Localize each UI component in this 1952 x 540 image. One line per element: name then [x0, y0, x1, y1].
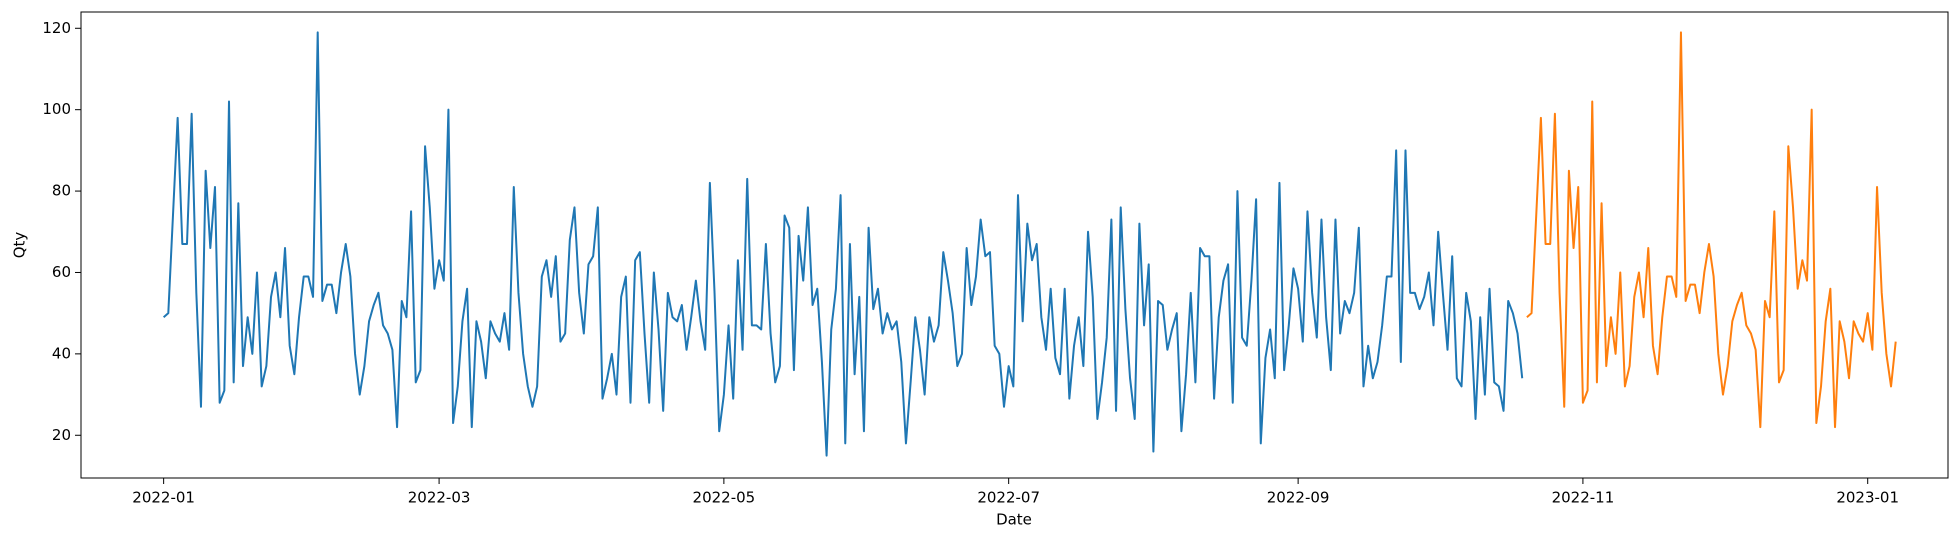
y-tick-label: 120	[42, 19, 71, 37]
x-tick-label: 2023-01	[1836, 489, 1899, 507]
x-tick-label: 2022-09	[1267, 489, 1330, 507]
y-tick-label: 60	[52, 263, 71, 281]
series-line	[162, 31, 1524, 457]
x-tick-label: 2022-01	[132, 489, 195, 507]
y-tick-label: 20	[52, 426, 71, 444]
x-tick-label: 2022-03	[408, 489, 471, 507]
x-axis-label: Date	[996, 511, 1032, 529]
plot-frame	[80, 11, 1949, 479]
x-tick-label: 2022-05	[693, 489, 756, 507]
series-line	[1526, 31, 1897, 429]
y-tick-label: 40	[52, 344, 71, 362]
y-axis-label: Qty	[11, 232, 29, 259]
x-tick-label: 2022-07	[977, 489, 1040, 507]
y-tick-label: 80	[52, 182, 71, 200]
y-tick-label: 100	[42, 100, 71, 118]
x-tick-label: 2022-11	[1552, 489, 1615, 507]
